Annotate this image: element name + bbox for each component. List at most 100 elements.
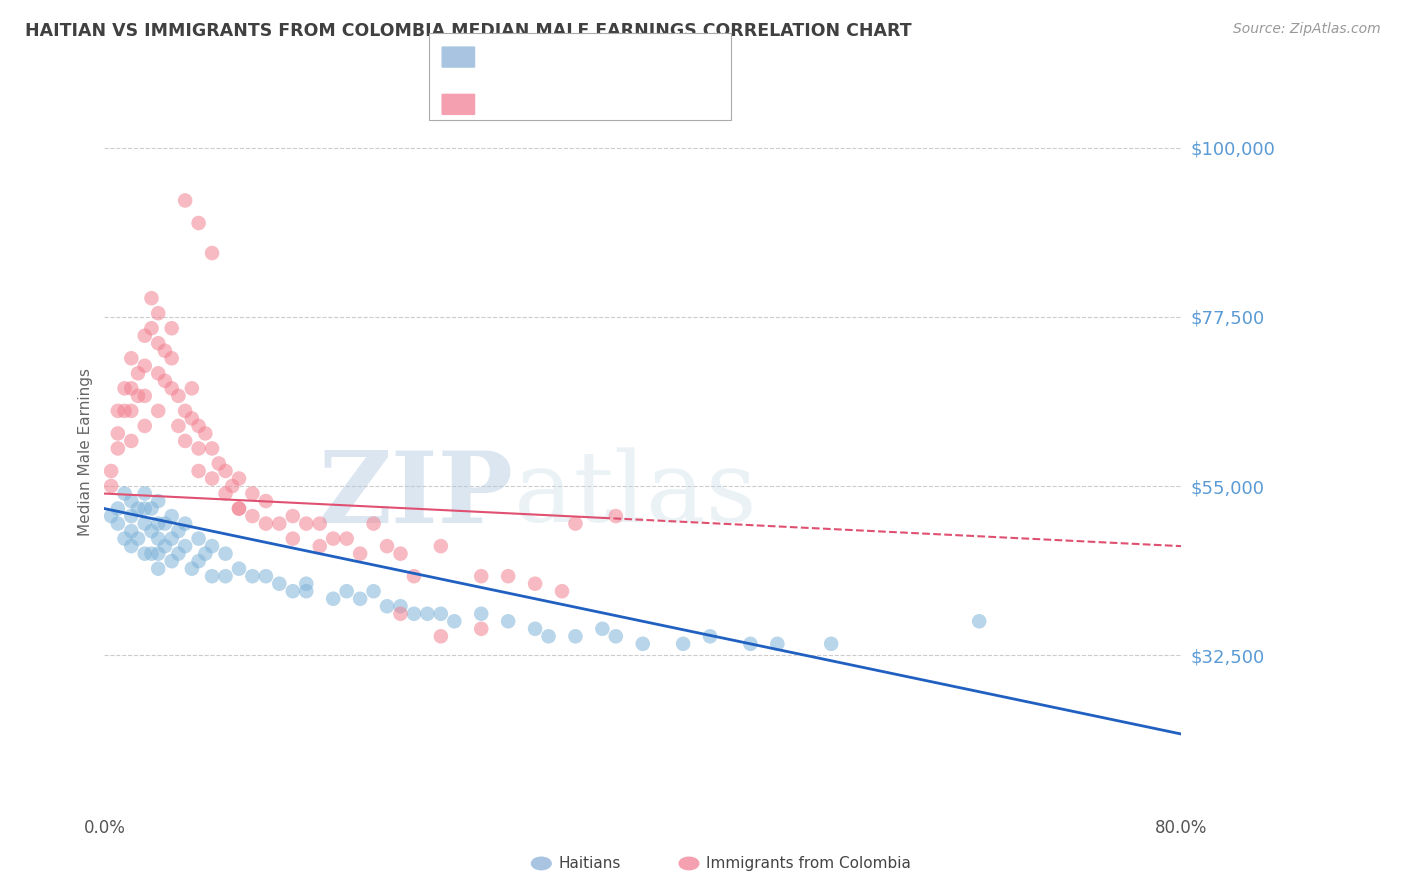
Immigrants from Colombia xyxy=(114,381,136,395)
Text: -0.054: -0.054 xyxy=(513,97,568,112)
Immigrants from Colombia xyxy=(349,547,371,561)
Immigrants from Colombia xyxy=(551,584,574,599)
Immigrants from Colombia xyxy=(221,479,243,493)
Haitians xyxy=(295,576,318,591)
Immigrants from Colombia xyxy=(187,442,209,456)
Immigrants from Colombia xyxy=(564,516,586,531)
Immigrants from Colombia xyxy=(308,516,330,531)
Immigrants from Colombia xyxy=(322,532,344,546)
Immigrants from Colombia xyxy=(254,516,277,531)
Immigrants from Colombia xyxy=(375,539,398,553)
Haitians xyxy=(537,629,560,643)
Immigrants from Colombia xyxy=(228,501,250,516)
Haitians xyxy=(820,637,842,651)
Immigrants from Colombia xyxy=(295,516,318,531)
Haitians xyxy=(228,562,250,576)
Haitians xyxy=(430,607,453,621)
Immigrants from Colombia xyxy=(148,306,170,320)
Immigrants from Colombia xyxy=(141,321,163,335)
Immigrants from Colombia xyxy=(605,509,627,524)
Haitians xyxy=(470,607,492,621)
Haitians xyxy=(120,524,142,538)
Text: R =: R = xyxy=(482,50,516,64)
Text: ZIP: ZIP xyxy=(319,447,513,543)
Haitians xyxy=(524,622,547,636)
Haitians xyxy=(114,532,136,546)
Immigrants from Colombia xyxy=(187,216,209,230)
Haitians xyxy=(322,591,344,606)
Immigrants from Colombia xyxy=(180,381,202,395)
Immigrants from Colombia xyxy=(107,426,129,441)
Haitians xyxy=(269,576,291,591)
Immigrants from Colombia xyxy=(120,351,142,366)
Immigrants from Colombia xyxy=(153,374,176,388)
Haitians xyxy=(127,532,149,546)
Text: HAITIAN VS IMMIGRANTS FROM COLOMBIA MEDIAN MALE EARNINGS CORRELATION CHART: HAITIAN VS IMMIGRANTS FROM COLOMBIA MEDI… xyxy=(25,22,912,40)
Immigrants from Colombia xyxy=(228,501,250,516)
Text: atlas: atlas xyxy=(513,447,756,543)
Immigrants from Colombia xyxy=(524,576,547,591)
Haitians xyxy=(180,562,202,576)
Haitians xyxy=(114,486,136,500)
Haitians xyxy=(564,629,586,643)
Haitians xyxy=(160,509,183,524)
Text: -0.690: -0.690 xyxy=(513,50,568,64)
Haitians xyxy=(496,615,519,629)
Haitians xyxy=(187,532,209,546)
Haitians xyxy=(134,516,156,531)
Immigrants from Colombia xyxy=(281,509,304,524)
Immigrants from Colombia xyxy=(201,246,224,260)
Haitians xyxy=(416,607,439,621)
Immigrants from Colombia xyxy=(153,343,176,358)
Immigrants from Colombia xyxy=(201,442,224,456)
Immigrants from Colombia xyxy=(214,486,236,500)
Haitians xyxy=(389,599,412,614)
Immigrants from Colombia xyxy=(160,381,183,395)
Immigrants from Colombia xyxy=(336,532,359,546)
Haitians xyxy=(153,539,176,553)
Immigrants from Colombia xyxy=(281,532,304,546)
Immigrants from Colombia xyxy=(120,404,142,418)
Immigrants from Colombia xyxy=(228,471,250,485)
Immigrants from Colombia xyxy=(127,367,149,381)
Immigrants from Colombia xyxy=(174,194,197,208)
Immigrants from Colombia xyxy=(127,389,149,403)
Haitians xyxy=(214,569,236,583)
Immigrants from Colombia xyxy=(470,622,492,636)
Haitians xyxy=(148,516,170,531)
Haitians xyxy=(141,501,163,516)
Immigrants from Colombia xyxy=(120,434,142,448)
Haitians xyxy=(107,501,129,516)
Immigrants from Colombia xyxy=(160,351,183,366)
Haitians xyxy=(141,547,163,561)
Immigrants from Colombia xyxy=(120,381,142,395)
Haitians xyxy=(672,637,695,651)
Haitians xyxy=(134,547,156,561)
Haitians xyxy=(242,569,264,583)
Haitians xyxy=(120,494,142,508)
Haitians xyxy=(375,599,398,614)
Immigrants from Colombia xyxy=(254,494,277,508)
Immigrants from Colombia xyxy=(389,547,412,561)
Haitians xyxy=(148,562,170,576)
Haitians xyxy=(740,637,762,651)
Immigrants from Colombia xyxy=(107,404,129,418)
Haitians xyxy=(160,532,183,546)
Immigrants from Colombia xyxy=(134,389,156,403)
Haitians xyxy=(591,622,613,636)
Haitians xyxy=(174,539,197,553)
Haitians xyxy=(134,501,156,516)
Immigrants from Colombia xyxy=(100,464,122,478)
Immigrants from Colombia xyxy=(194,426,217,441)
Immigrants from Colombia xyxy=(107,442,129,456)
Text: R =: R = xyxy=(482,97,516,112)
Text: N =: N = xyxy=(578,97,621,112)
Haitians xyxy=(148,547,170,561)
Immigrants from Colombia xyxy=(430,539,453,553)
Haitians xyxy=(167,524,190,538)
Text: Haitians: Haitians xyxy=(558,856,620,871)
Haitians xyxy=(363,584,385,599)
Haitians xyxy=(187,554,209,568)
Immigrants from Colombia xyxy=(187,418,209,433)
Immigrants from Colombia xyxy=(308,539,330,553)
